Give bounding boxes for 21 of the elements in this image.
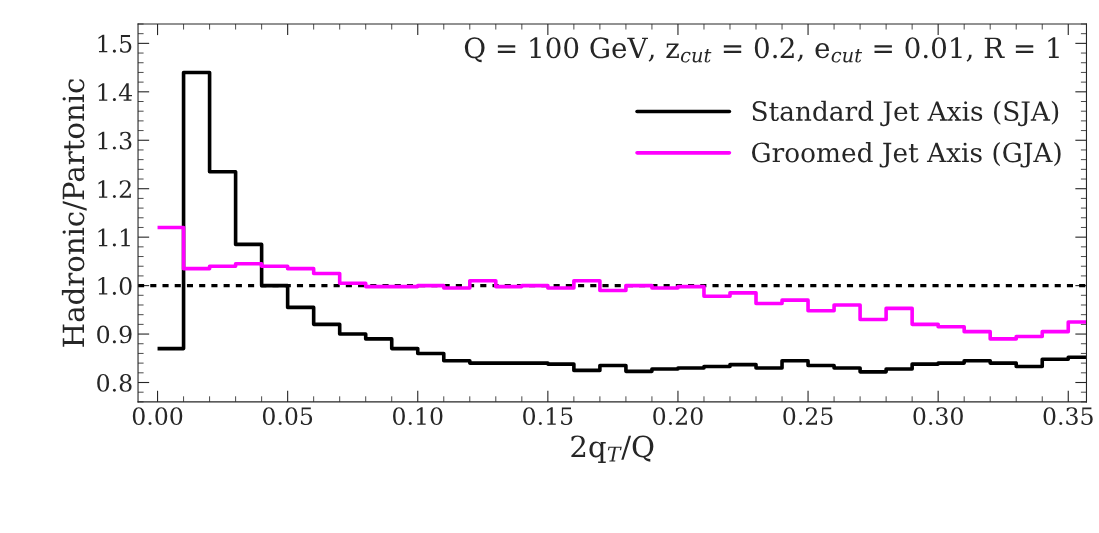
y-tick-label: 1.0 [98, 277, 132, 295]
y-tick-label: 1.1 [98, 228, 130, 247]
y-axis-title: Hadronic/Partonic [61, 78, 87, 347]
y-tick-label: 1.3 [98, 131, 132, 150]
x-tick-label: 0.15 [523, 407, 573, 426]
x-tick-label: 0.05 [262, 407, 313, 426]
y-tick-label: 0.8 [97, 373, 132, 392]
y-tick-label: 1.4 [98, 83, 132, 102]
x-tick-label: 0.35 [1043, 407, 1093, 426]
x-tick-label: 0.10 [393, 407, 443, 426]
x-tick-label: 0.20 [653, 407, 703, 426]
x-axis-title: 2q$_{T}$/Q [571, 435, 654, 464]
legend-label: Standard Jet Axis (SJA) [752, 100, 1059, 127]
y-tick-label: 0.9 [97, 325, 132, 344]
annotation: Q = 100 GeV, z$_{cut}$ = 0.2, e$_{cut}$ = 0.01, R = 1 [464, 37, 1059, 63]
x-tick-label: 0.30 [913, 407, 963, 426]
y-tick-label: 1.2 [98, 180, 131, 199]
legend-label: Groomed Jet Axis (GJA) [752, 142, 1061, 168]
x-tick-label: 0.25 [783, 407, 833, 426]
x-tick-label: 0.00 [132, 407, 183, 426]
y-tick-label: 1.5 [98, 34, 132, 53]
